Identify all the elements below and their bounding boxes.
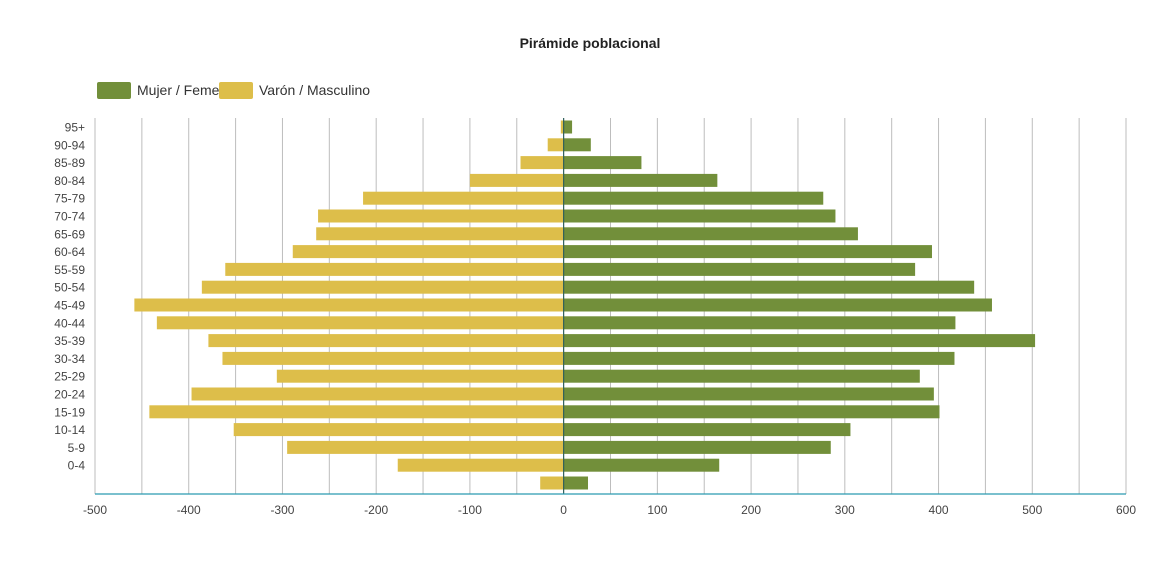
bar-mujer-10-14[interactable] [563, 423, 851, 437]
bar-varon-75-79[interactable] [363, 191, 564, 205]
bars [95, 118, 1126, 495]
x-tick-label: -200 [364, 503, 388, 517]
bar-mujer-40-44[interactable] [563, 316, 956, 330]
legend-label-mujer[interactable]: Mujer / Femenino [137, 82, 246, 98]
bar-varon-55-59[interactable] [225, 262, 564, 276]
y-tick-label: 80-84 [54, 174, 85, 188]
x-tick-label: -100 [458, 503, 482, 517]
bar-varon-50-54[interactable] [201, 280, 564, 294]
bar-mujer-85-89[interactable] [563, 156, 642, 170]
chart-title: Pirámide poblacional [520, 35, 661, 51]
bar-varon-90-94[interactable] [547, 138, 564, 152]
bar-mujer-5-9[interactable] [563, 440, 831, 454]
bar-mujer-15-19[interactable] [563, 405, 940, 419]
y-tick-label: 20-24 [54, 388, 85, 402]
bar-varon-65-69[interactable] [316, 227, 564, 241]
bar-varon-5-9[interactable] [287, 440, 564, 454]
bar-varon-unlabeled[interactable] [540, 476, 564, 490]
bar-mujer-0-4[interactable] [563, 458, 720, 472]
bar-varon-10-14[interactable] [233, 423, 564, 437]
y-tick-label: 15-19 [54, 405, 85, 419]
bar-mujer-unlabeled[interactable] [563, 476, 589, 490]
bar-varon-15-19[interactable] [149, 405, 564, 419]
bar-varon-95+[interactable] [560, 120, 564, 134]
y-tick-label: 65-69 [54, 227, 85, 241]
bar-mujer-20-24[interactable] [563, 387, 934, 401]
bar-mujer-70-74[interactable] [563, 209, 836, 223]
y-tick-label: 90-94 [54, 138, 85, 152]
bar-mujer-60-64[interactable] [563, 245, 932, 259]
y-tick-label: 10-14 [54, 423, 85, 437]
bar-varon-40-44[interactable] [156, 316, 564, 330]
bar-mujer-45-49[interactable] [563, 298, 992, 312]
x-tick-label: 100 [647, 503, 667, 517]
y-tick-label: 70-74 [54, 210, 85, 224]
y-tick-label: 5-9 [68, 441, 86, 455]
y-tick-label: 45-49 [54, 299, 85, 313]
y-tick-label: 95+ [65, 121, 85, 135]
bar-mujer-65-69[interactable] [563, 227, 858, 241]
bar-varon-30-34[interactable] [222, 351, 564, 365]
x-axis-labels: -500 -400 -300 -200 -100 0 100 200 300 400 500 600 [83, 503, 1136, 517]
x-tick-label: 0 [560, 503, 567, 517]
bar-mujer-50-54[interactable] [563, 280, 975, 294]
y-tick-label: 25-29 [54, 370, 85, 384]
y-tick-label: 75-79 [54, 192, 85, 206]
bar-mujer-25-29[interactable] [563, 369, 920, 383]
bar-varon-85-89[interactable] [520, 156, 564, 170]
y-tick-label: 40-44 [54, 316, 85, 330]
bar-varon-0-4[interactable] [397, 458, 564, 472]
bar-varon-45-49[interactable] [134, 298, 564, 312]
legend[interactable]: Mujer / Femenino Varón / Masculino [97, 82, 370, 99]
y-axis-labels: 95+ 90-94 85-89 80-84 75-79 70-74 65-69 60-64 55… [54, 121, 85, 473]
x-tick-label: -400 [177, 503, 201, 517]
bar-mujer-55-59[interactable] [563, 262, 916, 276]
y-tick-label: 55-59 [54, 263, 85, 277]
y-tick-label: 0-4 [68, 459, 86, 473]
x-tick-label: 400 [929, 503, 949, 517]
bar-mujer-35-39[interactable] [563, 334, 1036, 348]
y-tick-label: 85-89 [54, 156, 85, 170]
bar-varon-80-84[interactable] [469, 173, 564, 187]
bar-varon-70-74[interactable] [318, 209, 564, 223]
x-tick-label: 200 [741, 503, 761, 517]
y-tick-label: 60-64 [54, 245, 85, 259]
bar-mujer-75-79[interactable] [563, 191, 824, 205]
y-tick-label: 30-34 [54, 352, 85, 366]
bar-mujer-30-34[interactable] [563, 351, 955, 365]
bar-varon-25-29[interactable] [276, 369, 564, 383]
bar-mujer-95+[interactable] [563, 120, 573, 134]
bar-varon-20-24[interactable] [191, 387, 564, 401]
bar-mujer-80-84[interactable] [563, 173, 718, 187]
x-tick-label: 600 [1116, 503, 1136, 517]
y-tick-label: 35-39 [54, 334, 85, 348]
bar-varon-60-64[interactable] [292, 245, 564, 259]
x-tick-label: -500 [83, 503, 107, 517]
legend-label-varon[interactable]: Varón / Masculino [259, 82, 370, 98]
x-tick-label: -300 [270, 503, 294, 517]
y-tick-label: 50-54 [54, 281, 85, 295]
bar-varon-35-39[interactable] [208, 334, 564, 348]
bar-mujer-90-94[interactable] [563, 138, 591, 152]
legend-swatch-mujer [97, 82, 131, 99]
x-tick-label: 300 [835, 503, 855, 517]
legend-swatch-varon [219, 82, 253, 99]
x-tick-label: 500 [1022, 503, 1042, 517]
